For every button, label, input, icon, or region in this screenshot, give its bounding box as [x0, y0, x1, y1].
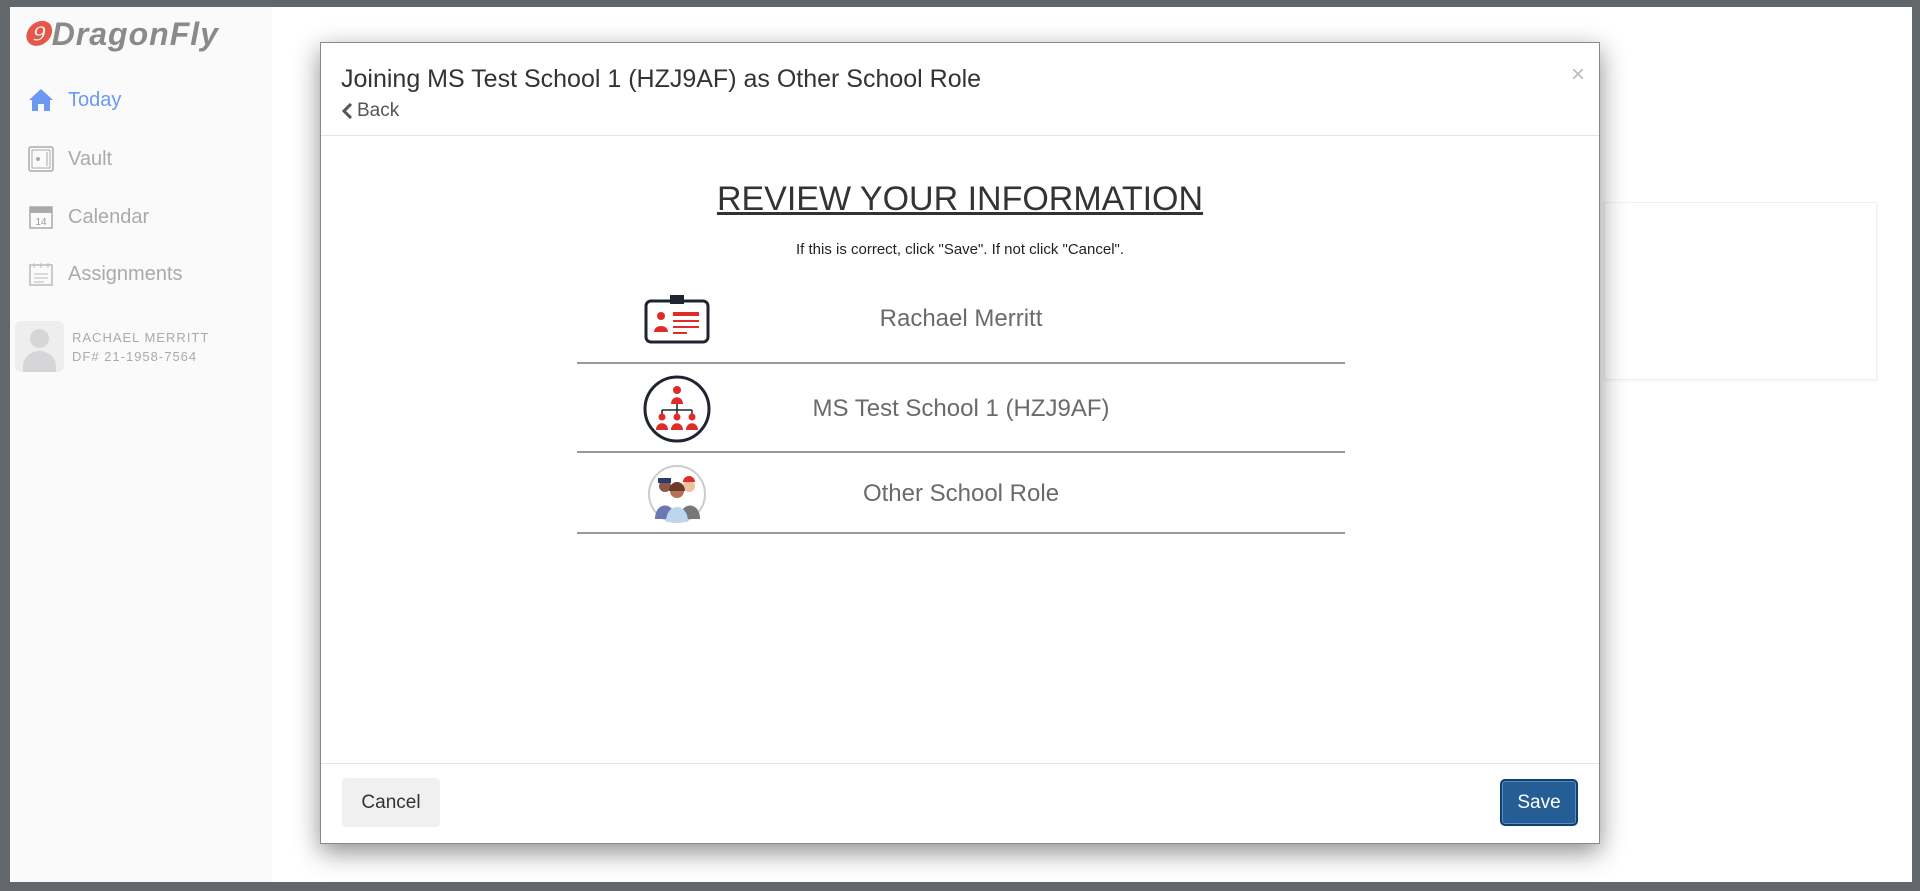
- join-school-modal: Joining MS Test School 1 (HZJ9AF) as Oth…: [320, 42, 1600, 844]
- avatar: [15, 321, 64, 372]
- save-button[interactable]: Save: [1500, 779, 1578, 826]
- review-heading: REVIEW YOUR INFORMATION: [716, 180, 1204, 218]
- back-button[interactable]: Back: [341, 100, 399, 122]
- svg-text:14: 14: [35, 217, 47, 228]
- calendar-icon: 14: [28, 204, 54, 230]
- sidebar-item-today[interactable]: Today: [28, 87, 121, 113]
- review-value: MS Test School 1 (HZJ9AF): [812, 394, 1110, 422]
- review-value: Rachael Merritt: [879, 305, 1043, 332]
- sidebar-item-label: Calendar: [68, 205, 150, 228]
- review-instructions: If this is correct, click "Save". If not…: [795, 241, 1125, 258]
- sidebar-item-calendar[interactable]: 14 Calendar: [28, 204, 149, 230]
- org-chart-icon: [642, 374, 712, 444]
- vault-icon: [28, 146, 54, 172]
- profile-id: DF# 21-1958-7564: [72, 348, 198, 364]
- sidebar-item-label: Vault: [68, 147, 113, 170]
- chevron-left-icon: [341, 103, 353, 119]
- review-row-name: Rachael Merritt: [577, 276, 1345, 364]
- cancel-button[interactable]: Cancel: [342, 778, 440, 827]
- modal-title: Joining MS Test School 1 (HZJ9AF) as Oth…: [341, 65, 982, 93]
- user-profile[interactable]: RACHAEL MERRITT DF# 21-1958-7564: [15, 321, 209, 372]
- home-icon: [28, 87, 54, 113]
- staff-group-icon: [642, 459, 712, 529]
- sidebar-item-assignments[interactable]: Assignments: [28, 261, 183, 287]
- profile-name: RACHAEL MERRITT: [72, 329, 210, 345]
- background-card: [1604, 202, 1877, 380]
- review-row-school: MS Test School 1 (HZJ9AF): [577, 366, 1345, 453]
- back-label: Back: [357, 100, 400, 121]
- sidebar-item-vault[interactable]: Vault: [28, 146, 112, 172]
- modal-footer: Cancel Save: [321, 763, 1599, 843]
- logo[interactable]: ❾DragonFly: [22, 16, 219, 52]
- modal-body: REVIEW YOUR INFORMATION If this is corre…: [321, 136, 1599, 806]
- sidebar-item-label: Today: [68, 88, 122, 111]
- sidebar-item-label: Assignments: [68, 262, 183, 285]
- assignments-icon: [28, 261, 54, 287]
- modal-header: Joining MS Test School 1 (HZJ9AF) as Oth…: [321, 43, 1599, 136]
- sidebar: ❾DragonFly Today Vault 14 Calendar Assig…: [10, 7, 272, 882]
- review-row-role: Other School Role: [577, 455, 1345, 534]
- id-badge-icon: [642, 284, 712, 354]
- close-icon[interactable]: ×: [1570, 61, 1585, 88]
- review-value: Other School Role: [862, 479, 1060, 507]
